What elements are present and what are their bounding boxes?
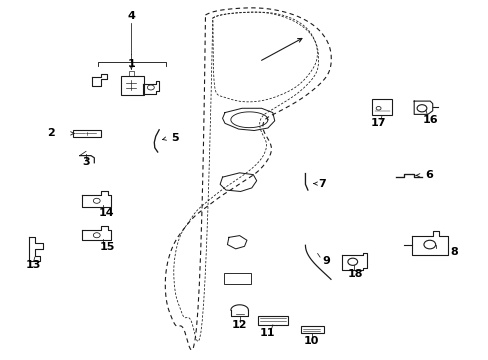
Text: 2: 2 (47, 129, 55, 138)
Text: 5: 5 (171, 133, 179, 143)
Text: 3: 3 (82, 157, 90, 167)
Text: 9: 9 (322, 256, 330, 266)
Text: 17: 17 (370, 118, 386, 128)
Text: 12: 12 (231, 320, 247, 330)
Text: 11: 11 (260, 328, 275, 338)
Text: 15: 15 (99, 242, 115, 252)
Text: 8: 8 (449, 247, 457, 257)
Text: 14: 14 (99, 208, 115, 218)
Text: 13: 13 (26, 260, 41, 270)
Text: 7: 7 (318, 179, 325, 189)
Text: 10: 10 (304, 336, 319, 346)
Text: 18: 18 (347, 269, 363, 279)
Text: 6: 6 (424, 170, 432, 180)
Text: 16: 16 (422, 115, 438, 125)
Text: 4: 4 (127, 11, 135, 21)
Text: 1: 1 (127, 59, 135, 69)
